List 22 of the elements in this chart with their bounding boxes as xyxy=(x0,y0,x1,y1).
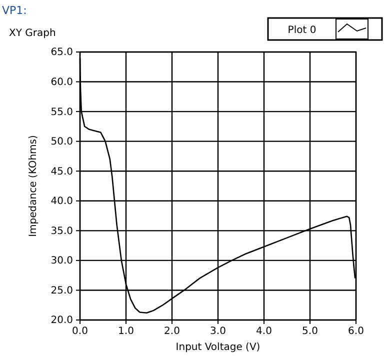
chart-subtitle: XY Graph xyxy=(9,28,56,39)
y-tick-label: 30.0 xyxy=(50,256,73,267)
y-tick-label: 60.0 xyxy=(50,76,73,88)
y-tick-label: 65.0 xyxy=(50,47,73,58)
x-tick-label: 6.0 xyxy=(348,326,364,338)
y-tick-label: 50.0 xyxy=(50,136,73,148)
x-tick-label: 5.0 xyxy=(302,326,318,338)
x-tick-label: 4.0 xyxy=(256,326,272,338)
y-tick-label: 35.0 xyxy=(50,226,73,237)
y-tick-label: 25.0 xyxy=(50,285,73,296)
y-axis-title: Impedance (KOhms) xyxy=(28,135,39,237)
x-axis-title: Input Voltage (V) xyxy=(176,342,260,353)
x-tick-label: 3.0 xyxy=(210,326,226,338)
x-tick-label: 0.0 xyxy=(72,326,88,338)
y-tick-label: 55.0 xyxy=(50,106,73,118)
y-tick-label: 20.0 xyxy=(50,315,73,326)
y-tick-label: 45.0 xyxy=(50,166,73,178)
x-tick-label: 1.0 xyxy=(118,326,134,338)
x-tick-label: 2.0 xyxy=(164,326,180,338)
legend-label: Plot 0 xyxy=(288,25,316,36)
y-tick-label: 40.0 xyxy=(50,196,73,208)
chart-title: VP1: xyxy=(2,4,27,17)
